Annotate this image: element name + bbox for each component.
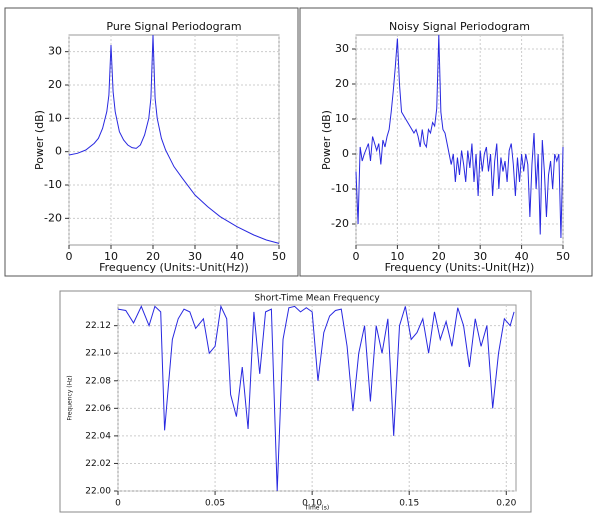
x-tick-label: 50 — [556, 250, 570, 263]
y-tick-label: 22.04 — [85, 431, 111, 441]
y-tick-label: 0 — [342, 147, 349, 160]
plot-area — [68, 34, 280, 246]
y-axis-label: Frequency (Hz) — [67, 375, 74, 420]
x-tick-label: 40 — [515, 250, 529, 263]
x-axis-label: Frequency (Units:-Unit(Hz)) — [385, 261, 535, 274]
x-tick-label: 10 — [390, 250, 404, 263]
x-tick-label: 0.05 — [205, 499, 225, 509]
y-tick-label: 22.12 — [85, 321, 111, 331]
x-tick-label: 20 — [432, 250, 446, 263]
chart-title: Noisy Signal Periodogram — [389, 20, 530, 33]
y-axis-label: Power (dB) — [33, 110, 46, 170]
x-tick-label: 50 — [272, 250, 286, 263]
y-tick-label: 30 — [335, 42, 349, 55]
x-tick-label: 0.10 — [302, 499, 322, 509]
chart-title: Short-Time Mean Frequency — [254, 294, 380, 304]
y-tick-label: 20 — [335, 77, 349, 90]
y-tick-label: 10 — [335, 112, 349, 125]
y-tick-label: -20 — [44, 211, 62, 224]
x-tick-label: 0.20 — [496, 499, 516, 509]
x-tick-label: 30 — [188, 250, 202, 263]
y-tick-label: 22.06 — [85, 404, 111, 414]
y-tick-label: 22.00 — [85, 487, 111, 497]
x-tick-label: 0.15 — [399, 499, 419, 509]
x-tick-label: 10 — [104, 250, 118, 263]
x-axis-label: Frequency (Units:-Unit(Hz)) — [99, 261, 249, 274]
y-tick-label: -20 — [331, 217, 349, 230]
y-axis-label: Power (dB) — [320, 110, 333, 170]
x-axis-label: Time (s) — [304, 505, 329, 512]
x-tick-label: 40 — [230, 250, 244, 263]
plot-area — [117, 304, 517, 492]
data-line — [68, 34, 280, 244]
x-tick-label: 0 — [353, 250, 360, 263]
y-tick-label: 30 — [48, 45, 62, 58]
y-tick-label: 22.02 — [85, 459, 111, 469]
plot-area — [355, 34, 564, 246]
y-tick-label: 22.08 — [85, 376, 111, 386]
y-tick-label: 20 — [48, 78, 62, 91]
chart-title: Pure Signal Periodogram — [106, 20, 241, 33]
x-tick-label: 20 — [146, 250, 160, 263]
x-tick-label: 30 — [473, 250, 487, 263]
x-tick-label: 0 — [66, 250, 73, 263]
y-tick-label: 10 — [48, 111, 62, 124]
data-line — [355, 34, 564, 239]
y-tick-label: -10 — [44, 178, 62, 191]
data-line — [117, 304, 515, 492]
x-tick-label: 0 — [115, 499, 121, 509]
y-tick-label: -10 — [331, 182, 349, 195]
y-tick-label: 22.10 — [85, 349, 111, 359]
y-tick-label: 0 — [55, 145, 62, 158]
